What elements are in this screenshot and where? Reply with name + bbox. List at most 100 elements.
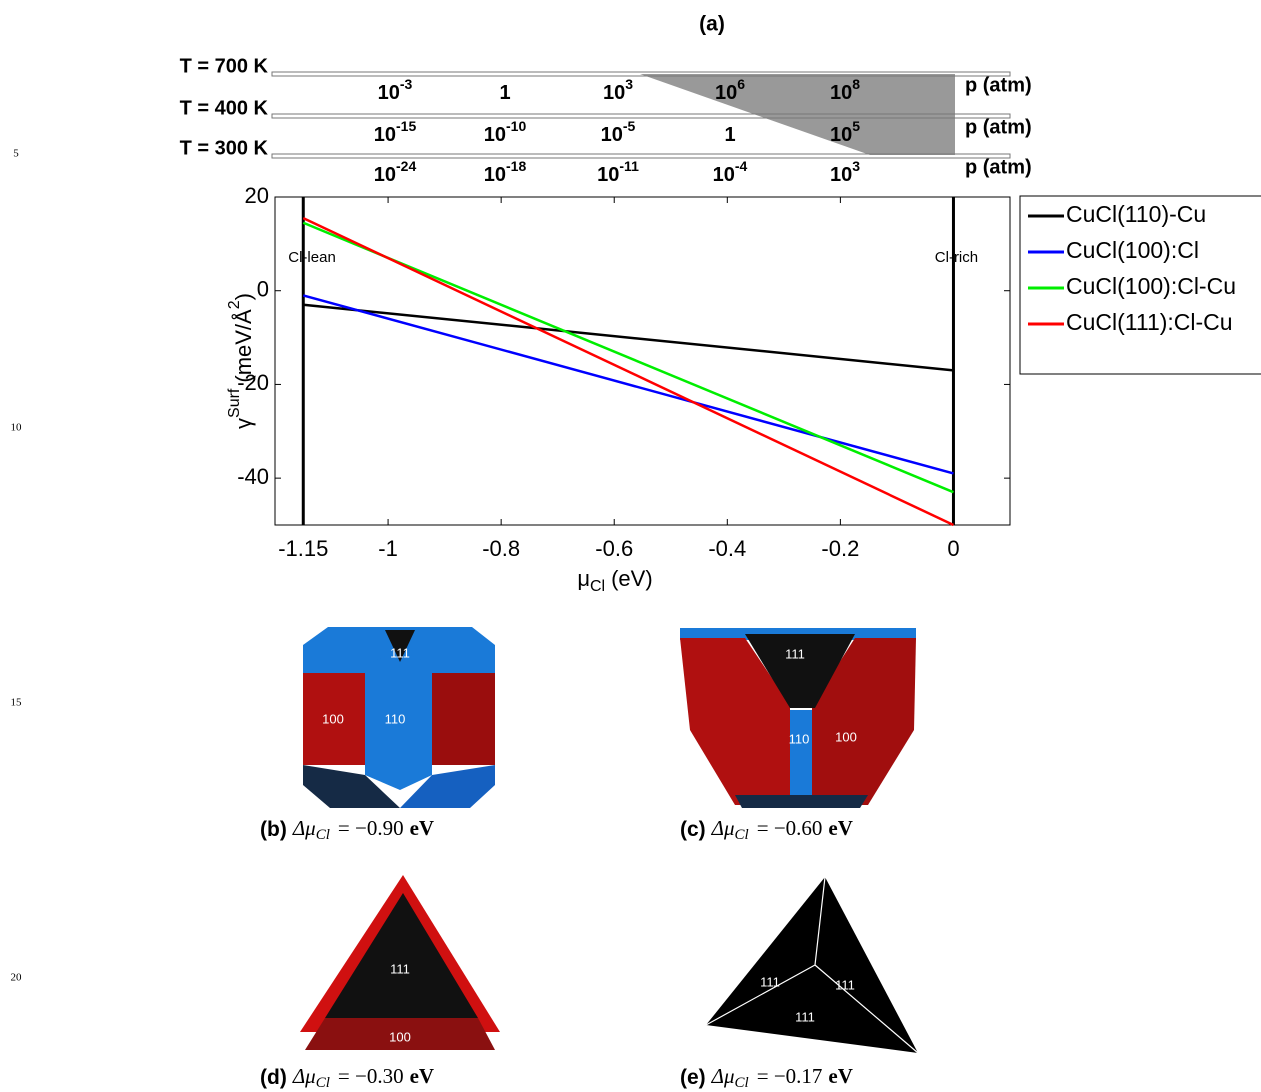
caption-label: (b) [260, 818, 287, 841]
caption-symbol: Δμ [292, 816, 316, 840]
caption-value: = −0.90 [338, 816, 404, 840]
x-axis-label: μCl (eV) [577, 566, 652, 595]
pressure-tick-base: 1 [499, 82, 510, 104]
line-number: 15 [11, 697, 23, 709]
plot-frame [275, 197, 1010, 525]
caption-symbol: Δμ [292, 1064, 316, 1088]
face-label: 110 [789, 731, 810, 746]
pressure-tick-exp: -24 [396, 158, 416, 174]
pressure-tick-exp: 3 [625, 76, 633, 92]
pressure-tick-exp: -18 [506, 158, 526, 174]
pressure-tick-exp: -10 [506, 118, 526, 134]
crystal-c: 111 110 100 [680, 628, 916, 808]
series-line [303, 295, 953, 473]
pressure-unit: p (atm) [965, 156, 1032, 178]
pressure-unit: p (atm) [965, 74, 1032, 96]
x-tick-label: -0.2 [821, 536, 859, 561]
pressure-tick-base: 10 [830, 164, 852, 186]
face-label: 110 [385, 711, 406, 726]
caption-label: (c) [680, 818, 706, 841]
pressure-tick-base: 10 [830, 124, 852, 146]
pressure-tick-base: 10 [374, 124, 396, 146]
crystal-e: 111 111 111 [706, 877, 918, 1053]
legend-label: CuCl(100):Cl-Cu [1066, 273, 1236, 299]
pressure-tick-base: 1 [724, 124, 735, 146]
annotation: Cl-rich [935, 249, 978, 266]
panel-caption: (e)ΔμCl= −0.17eV [680, 1064, 853, 1092]
pressure-tick-exp: 8 [852, 76, 860, 92]
y-tick-label: 20 [245, 183, 269, 208]
caption-sub: Cl [735, 1075, 749, 1091]
x-tick-label: -0.8 [482, 536, 520, 561]
pressure-tick-label: 103 [603, 76, 633, 105]
pressure-tick-base: 10 [374, 164, 396, 186]
caption-label: (e) [680, 1066, 706, 1089]
series-line [303, 218, 953, 525]
chart-title: (a) [699, 13, 725, 36]
x-tick-label: -1 [378, 536, 398, 561]
y-tick-label: 0 [257, 277, 269, 302]
crystal-d: 111 100 [300, 875, 500, 1050]
temperature-label: T = 300 K [180, 137, 269, 159]
pressure-tick-label: 10-24 [374, 158, 417, 187]
panel-caption: (c)ΔμCl = −0.60eV [680, 816, 853, 844]
line-number: 20 [11, 972, 23, 984]
caption-unit: eV [410, 816, 435, 840]
x-tick-label: 0 [947, 536, 959, 561]
legend-label: CuCl(111):Cl-Cu [1066, 309, 1233, 335]
annotation: Cl-lean [288, 249, 336, 266]
pressure-tick-label: 10-5 [601, 118, 636, 147]
pressure-tick-base: 10 [484, 164, 506, 186]
pressure-unit: p (atm) [965, 116, 1032, 138]
caption-symbol: Δμ [711, 816, 735, 840]
x-label-unit: (eV) [611, 566, 653, 591]
pressure-tick-exp: -15 [396, 118, 416, 134]
crystal-b: 111 100 110 [303, 627, 495, 808]
caption-sub: Cl [735, 827, 749, 843]
x-label-symbol: μ [577, 566, 590, 591]
x-label-sub: Cl [590, 578, 605, 595]
pressure-tick-label: 10-15 [374, 118, 417, 147]
pressure-tick-base: 10 [713, 164, 735, 186]
series-line [303, 305, 953, 371]
y-label-unit-end: ) [231, 293, 256, 300]
temperature-label: T = 700 K [180, 55, 269, 77]
y-label-symbol: γ [231, 418, 256, 429]
pressure-tick-label: 10-18 [484, 158, 527, 187]
caption-value: = −0.30 [338, 1064, 404, 1088]
pressure-tick-exp: -11 [619, 158, 639, 174]
face-label: 111 [795, 1009, 815, 1024]
pressure-tick-base: 10 [603, 82, 625, 104]
caption-unit: eV [828, 816, 853, 840]
pressure-tick-base: 10 [597, 164, 619, 186]
face-label: 111 [785, 646, 805, 661]
line-number: 5 [13, 148, 19, 160]
pressure-tick-label: 103 [830, 158, 860, 187]
pressure-tick-exp: 5 [852, 118, 860, 134]
pressure-tick-base: 10 [378, 82, 400, 104]
pressure-tick-exp: 3 [852, 158, 860, 174]
x-tick-label: -0.4 [708, 536, 746, 561]
pressure-tick-base: 10 [601, 124, 623, 146]
face-label: 100 [835, 729, 857, 744]
pressure-tick-base: 10 [830, 82, 852, 104]
face-label: 111 [835, 977, 855, 992]
caption-value: = −0.17 [757, 1064, 823, 1088]
pressure-tick-label: 10-3 [378, 76, 413, 105]
figure: (a) μCl(eV) γSurf(meV/Å2) 111 100 110 11… [0, 0, 1261, 1092]
caption-unit: eV [410, 1064, 435, 1088]
pressure-tick-label: 1 [499, 82, 510, 104]
face-label: 100 [322, 711, 344, 726]
face-label: 111 [760, 974, 780, 989]
y-tick-label: -20 [237, 370, 269, 395]
pressure-tick-base: 10 [484, 124, 506, 146]
pressure-tick-exp: 6 [737, 76, 745, 92]
caption-value: = −0.60 [757, 816, 823, 840]
pressure-tick-base: 10 [715, 82, 737, 104]
pressure-tick-exp: -4 [735, 158, 748, 174]
y-axis-label: γSurf(meV/Å2) [226, 293, 256, 429]
x-tick-label: -1.15 [278, 536, 328, 561]
caption-sub: Cl [316, 1075, 330, 1091]
